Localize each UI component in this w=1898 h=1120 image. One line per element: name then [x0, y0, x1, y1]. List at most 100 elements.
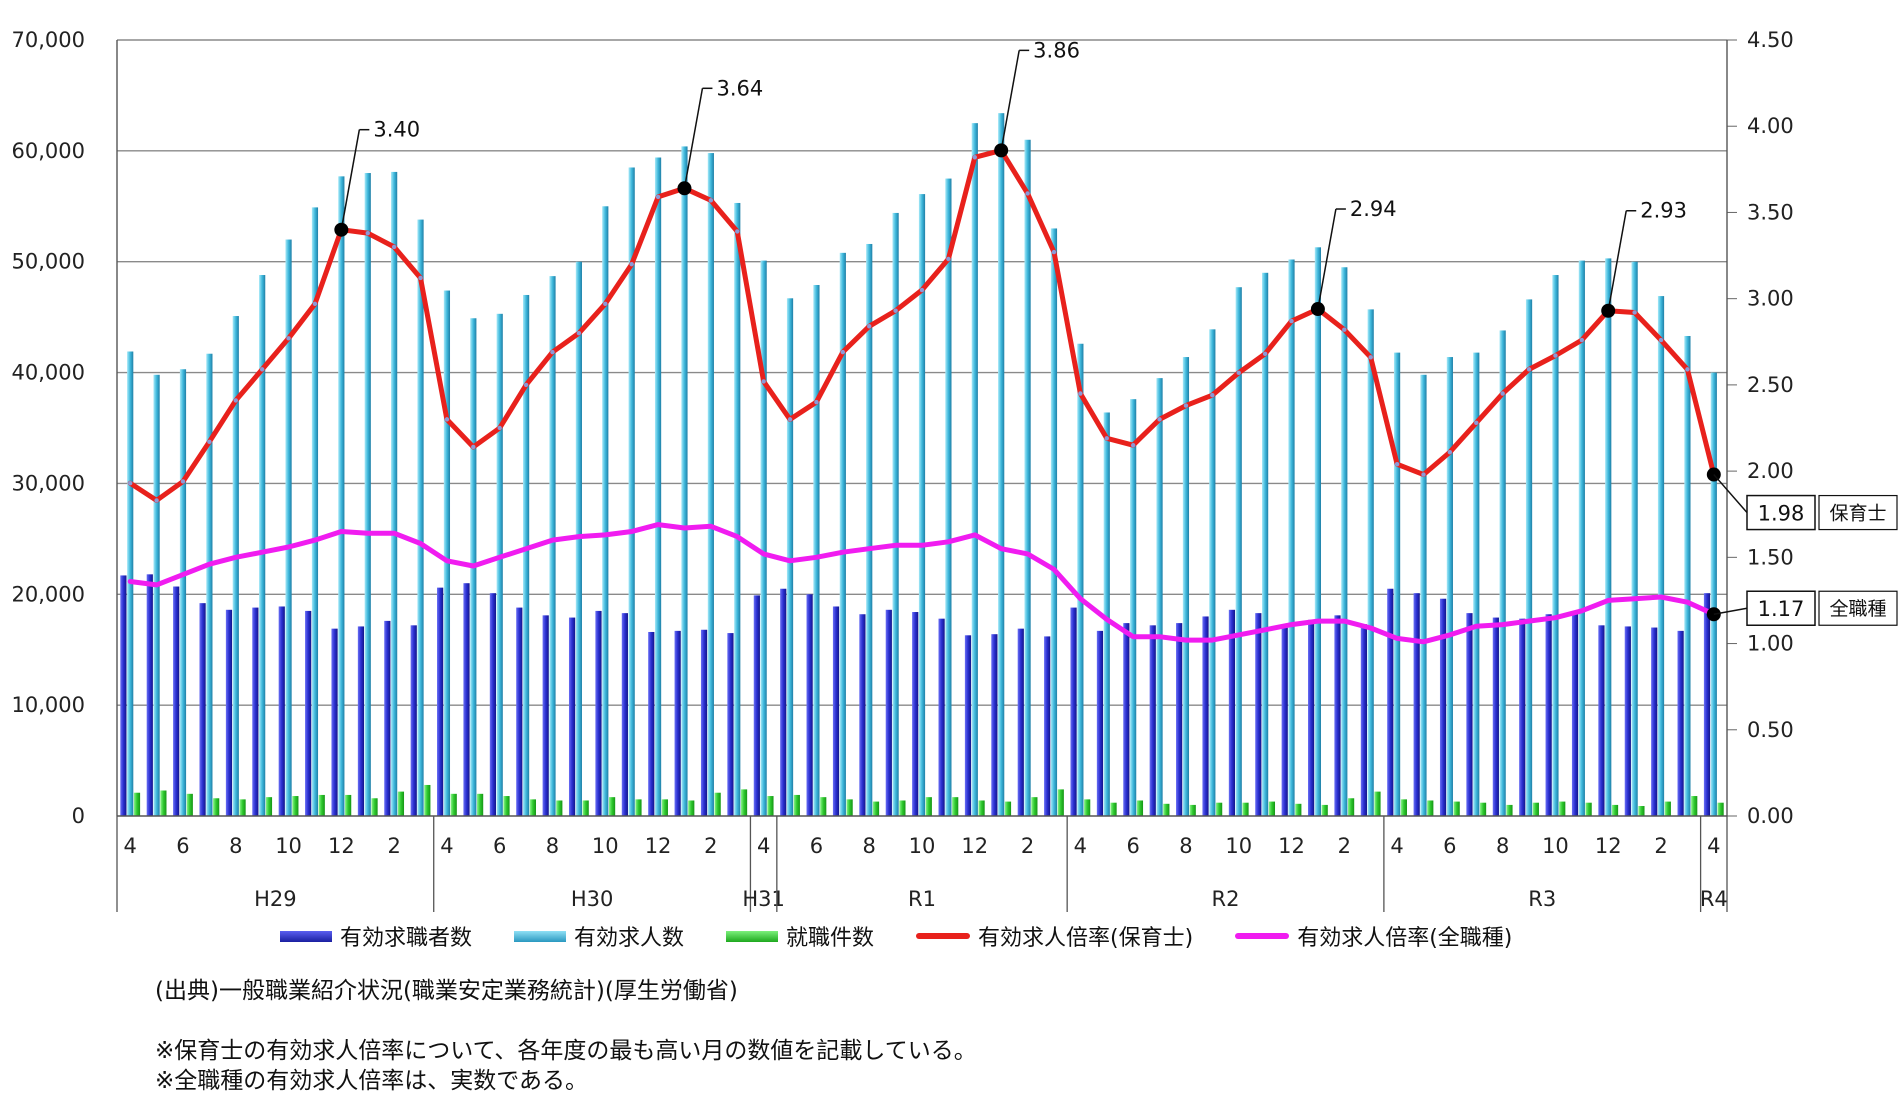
- legend-swatch-openings: [514, 930, 567, 942]
- period-label: H31: [742, 887, 785, 911]
- line-ratio-all: [127, 522, 1717, 645]
- bar-openings: [839, 252, 846, 817]
- line-ratio-childcare-point: [1078, 391, 1083, 396]
- bar-jobseekers: [1123, 623, 1130, 816]
- bar-hires: [239, 799, 246, 816]
- right-axis-tick-label: 4.00: [1747, 114, 1794, 138]
- x-axis-month-label: 10: [592, 834, 619, 858]
- bar-openings: [813, 284, 820, 817]
- line-ratio-childcare-point: [1289, 318, 1294, 324]
- bar-jobseekers: [1439, 598, 1447, 816]
- bar-openings: [760, 260, 767, 816]
- bar-openings: [892, 212, 899, 817]
- bar-hires: [1057, 789, 1064, 816]
- left-axis-tick-label: 10,000: [12, 693, 85, 717]
- period-label: R2: [1212, 887, 1240, 911]
- line-ratio-childcare-point: [180, 479, 186, 484]
- bar-openings: [522, 294, 530, 816]
- bar-openings: [1605, 258, 1612, 817]
- bar-jobseekers: [1096, 630, 1104, 816]
- bar-hires: [1031, 797, 1038, 816]
- legend-item-ratio-all: 有効求人倍率(全職種): [1235, 920, 1512, 952]
- legend-swatch-ratio-all: [1235, 933, 1290, 939]
- bar-hires: [371, 798, 378, 816]
- line-ratio-childcare-point: [1342, 327, 1347, 332]
- line-ratio-childcare-point: [1394, 462, 1400, 467]
- left-axis-tick-label: 70,000: [12, 28, 85, 52]
- note-highest-month: ※保育士の有効求人倍率について、各年度の最も高い月の数値を記載している。: [155, 1038, 977, 1064]
- bar-hires: [1004, 801, 1012, 816]
- bar-jobseekers: [1703, 593, 1711, 816]
- legend-swatch-hires: [726, 930, 779, 942]
- line-ratio-childcare-point: [1130, 443, 1136, 448]
- legend-item-jobseekers: 有効求職者数: [280, 920, 472, 952]
- bar-openings: [1446, 357, 1453, 816]
- bar-hires: [899, 800, 906, 816]
- bar-openings: [364, 173, 371, 816]
- x-axis-month-label: 4: [1074, 834, 1087, 858]
- x-axis-month-label: 10: [1542, 834, 1569, 858]
- line-ratio-childcare-point: [365, 230, 370, 236]
- line-ratio-childcare-point: [1262, 351, 1268, 357]
- line-ratio-childcare-point: [1236, 370, 1241, 376]
- bar-openings: [786, 298, 794, 817]
- legend-swatch-ratio-childcare: [916, 933, 971, 939]
- line-ratio-childcare-point: [1658, 337, 1664, 343]
- bar-hires: [925, 797, 932, 816]
- legend-label-ratio-all: 有効求人倍率(全職種): [1297, 926, 1513, 951]
- bar-jobseekers: [753, 595, 760, 816]
- line-ratio-childcare-point: [312, 301, 318, 307]
- right-axis-tick-label: 1.50: [1747, 545, 1794, 569]
- end-value-label: 1.17: [1758, 597, 1805, 621]
- bar-jobseekers: [225, 609, 233, 816]
- right-axis-tick-label: 0.50: [1747, 718, 1794, 742]
- annotation-marker: [994, 143, 1009, 158]
- left-axis-tick-label: 20,000: [12, 582, 85, 606]
- bar-openings: [1710, 372, 1717, 816]
- bar-hires: [714, 792, 721, 816]
- bar-hires: [503, 796, 510, 816]
- chart: 0 10,000 20,000 30,000 40,000 50,000 60,000 70,…: [12, 28, 1898, 912]
- line-ratio-childcare-point: [154, 498, 159, 503]
- bar-openings: [179, 369, 187, 816]
- x-axis-month-label: 4: [440, 834, 453, 858]
- bar-jobseekers: [252, 607, 259, 816]
- bar-jobseekers: [780, 588, 787, 816]
- bar-jobseekers: [1044, 636, 1051, 816]
- bar-jobseekers: [991, 634, 998, 816]
- bar-jobseekers: [727, 633, 734, 816]
- line-ratio-childcare-point: [1210, 393, 1215, 398]
- bar-hires: [872, 801, 880, 816]
- bar-hires: [292, 796, 299, 816]
- line-ratio-childcare-point: [629, 261, 634, 267]
- right-axis-tick-label: 1.00: [1747, 632, 1794, 656]
- bar-openings: [153, 374, 160, 816]
- annotation-marker: [334, 222, 349, 237]
- bar-hires: [1585, 802, 1592, 816]
- bar-hires: [846, 799, 853, 816]
- bar-openings: [602, 206, 609, 817]
- legend: 有効求職者数 有効求人数 就職件数 有効求人倍率(保育士) 有効求人倍率(全職種…: [280, 920, 1720, 952]
- bar-jobseekers: [489, 593, 497, 816]
- x-axis-month-label: 6: [493, 834, 506, 858]
- bar-jobseekers: [1228, 609, 1236, 816]
- bar-jobseekers: [437, 587, 444, 816]
- line-ratio-childcare-point: [523, 382, 529, 388]
- bar-hires: [1242, 802, 1249, 816]
- left-axis-tick-label: 50,000: [12, 250, 85, 274]
- line-ratio-childcare-point: [1500, 391, 1505, 396]
- bar-openings: [1473, 352, 1480, 816]
- bar-openings: [1156, 378, 1163, 816]
- bar-hires: [556, 800, 563, 816]
- line-ratio-childcare-point: [603, 301, 608, 307]
- line-ratio-childcare-point: [893, 308, 898, 313]
- x-axis-month-label: 2: [1338, 834, 1351, 858]
- bar-hires: [688, 800, 695, 816]
- end-name-box: [1818, 590, 1898, 626]
- bar-openings: [496, 313, 503, 816]
- line-ratio-childcare-point: [1025, 191, 1030, 196]
- bar-hires: [661, 799, 668, 816]
- bar-jobseekers: [1571, 612, 1579, 816]
- bar-jobseekers: [199, 603, 206, 816]
- period-label: R4: [1700, 887, 1728, 911]
